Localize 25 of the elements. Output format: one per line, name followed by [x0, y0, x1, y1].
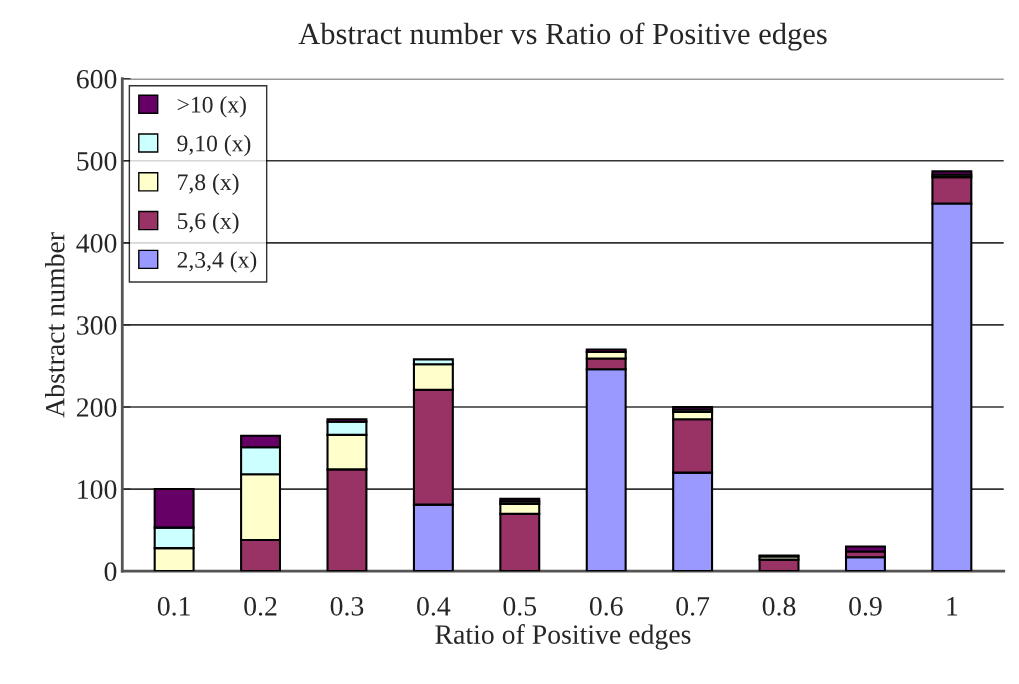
x-tick-label: 0.3: [330, 596, 364, 616]
legend-label: 2,3,4 (x): [177, 251, 257, 273]
y-tick-label: 200: [76, 398, 117, 417]
x-tick-label: 0.7: [676, 596, 710, 616]
y-tick-label: 600: [76, 69, 117, 89]
y-tick-label: 300: [77, 316, 117, 335]
legend-label: 5,6 (x): [177, 212, 239, 234]
x-tick-label: 0.8: [762, 596, 796, 616]
y-tick-label: 400: [76, 233, 117, 253]
legend-label: 7,8 (x): [178, 173, 239, 196]
chart-title: Abstract number vs Ratio of Positive edges: [298, 22, 827, 51]
y-tick-label: 500: [77, 151, 117, 171]
x-tick-label: 0.5: [503, 596, 537, 616]
x-axis-title: Ratio of Positive edges: [435, 624, 691, 650]
x-tick-label: 0.4: [417, 596, 451, 616]
y-axis-title: Abstract number: [45, 232, 65, 418]
x-tick-label: 0.1: [157, 596, 190, 616]
y-tick-label: 0: [104, 562, 117, 582]
x-tick-label: 0.2: [244, 596, 277, 616]
x-tick-label: 0.9: [849, 596, 882, 616]
legend-label: 9,10 (x): [177, 134, 251, 157]
y-tick-label: 100: [78, 480, 117, 499]
legend-label: >10 (x): [177, 96, 246, 118]
x-tick-label: 1: [947, 597, 958, 616]
x-tick-label: 0.6: [589, 596, 623, 616]
